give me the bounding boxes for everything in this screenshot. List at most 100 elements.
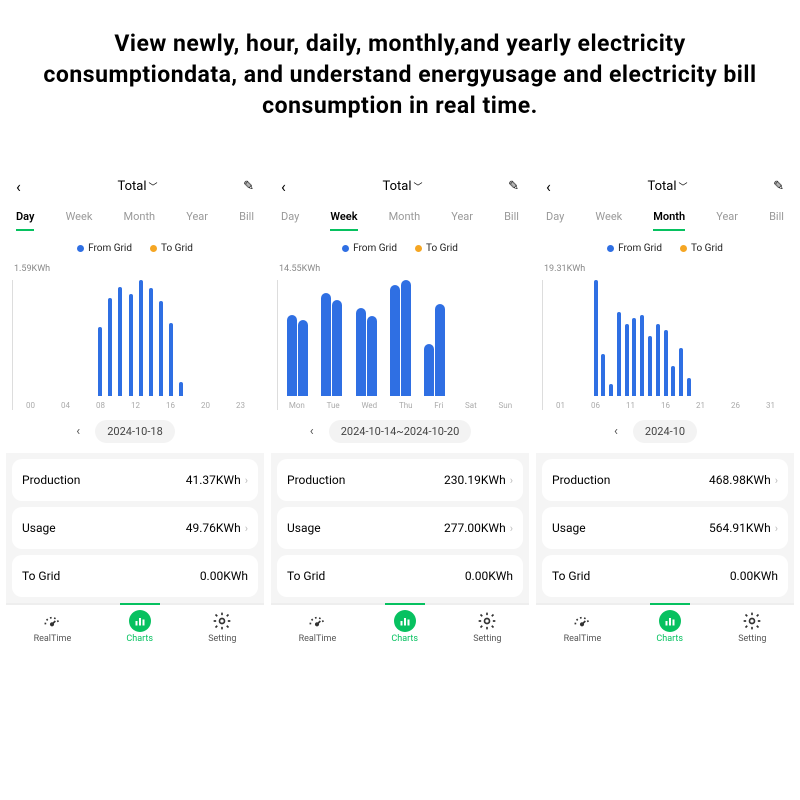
bar — [594, 280, 598, 396]
bar — [656, 324, 660, 396]
tab-day[interactable]: Day — [281, 210, 299, 231]
title-text: Total — [118, 179, 147, 194]
nav-charts[interactable]: Charts — [391, 610, 418, 644]
stat-row-to_grid: To Grid0.00KWh› — [542, 555, 788, 597]
date-chip[interactable]: 2024-10-18 — [95, 420, 175, 443]
bar — [664, 330, 668, 396]
back-icon[interactable]: ‹ — [16, 177, 32, 196]
bar — [401, 280, 411, 396]
stat-value: 41.37KWh — [186, 473, 241, 487]
tab-month[interactable]: Month — [389, 210, 421, 231]
title-dropdown[interactable]: Total﹀ — [118, 179, 158, 194]
tab-year[interactable]: Year — [451, 210, 473, 231]
bar — [149, 288, 153, 396]
stat-value: 564.91KWh — [709, 521, 771, 535]
bar — [356, 308, 366, 396]
tab-day[interactable]: Day — [16, 210, 34, 231]
chart-icon — [394, 610, 416, 632]
stat-row-usage[interactable]: Usage49.76KWh› — [12, 507, 258, 549]
bar — [118, 287, 122, 396]
tab-week[interactable]: Week — [66, 210, 93, 231]
stat-value: 49.76KWh — [186, 521, 241, 535]
nav-charts[interactable]: Charts — [126, 610, 153, 644]
x-tick: 04 — [61, 401, 70, 410]
bar-chart: 00040812162023 — [12, 280, 258, 410]
tab-week[interactable]: Week — [595, 210, 622, 231]
x-tick: 20 — [201, 401, 210, 410]
tab-week[interactable]: Week — [330, 210, 357, 231]
x-tick: 08 — [96, 401, 105, 410]
y-max-label: 19.31KWh — [536, 260, 794, 274]
tab-bill[interactable]: Bill — [504, 210, 519, 231]
stat-row-production[interactable]: Production41.37KWh› — [12, 459, 258, 501]
prev-date-button[interactable]: ‹ — [609, 424, 623, 439]
nav-label: Charts — [656, 634, 683, 644]
tab-day[interactable]: Day — [546, 210, 564, 231]
nav-realtime[interactable]: RealTime — [564, 610, 602, 644]
nav-charts[interactable]: Charts — [656, 610, 683, 644]
x-tick: 00 — [26, 401, 35, 410]
nav-setting[interactable]: Setting — [738, 610, 766, 644]
x-tick: Fri — [434, 401, 443, 410]
date-chip[interactable]: 2024-10 — [633, 420, 697, 443]
prev-date-button[interactable]: ‹ — [305, 424, 319, 439]
stat-value: 0.00KWh — [465, 569, 513, 583]
bar — [332, 300, 342, 396]
tab-month[interactable]: Month — [124, 210, 156, 231]
back-icon[interactable]: ‹ — [281, 177, 297, 196]
date-chip[interactable]: 2024-10-14~2024-10-20 — [329, 420, 472, 443]
period-tabs: Day Week Month Year Bill — [536, 200, 794, 233]
gauge-icon — [41, 610, 63, 632]
edit-icon[interactable]: ✎ — [243, 179, 254, 194]
bar — [625, 324, 629, 396]
bar — [287, 315, 297, 396]
edit-icon[interactable]: ✎ — [508, 179, 519, 194]
date-navigator: ‹2024-10› — [536, 410, 794, 453]
tab-year[interactable]: Year — [716, 210, 738, 231]
tab-year[interactable]: Year — [186, 210, 208, 231]
edit-icon[interactable]: ✎ — [773, 179, 784, 194]
bar — [321, 293, 331, 397]
x-tick: 31 — [766, 401, 775, 410]
back-icon[interactable]: ‹ — [546, 177, 562, 196]
bar — [129, 294, 133, 396]
stat-row-usage[interactable]: Usage564.91KWh› — [542, 507, 788, 549]
nav-realtime[interactable]: RealTime — [299, 610, 337, 644]
tab-bill[interactable]: Bill — [239, 210, 254, 231]
title-dropdown[interactable]: Total﹀ — [383, 179, 423, 194]
stat-row-usage[interactable]: Usage277.00KWh› — [277, 507, 523, 549]
bar — [98, 327, 102, 396]
x-tick: 26 — [731, 401, 740, 410]
title-text: Total — [648, 179, 677, 194]
x-tick: 16 — [166, 401, 175, 410]
period-tabs: Day Week Month Year Bill — [271, 200, 529, 233]
x-tick: Tue — [327, 401, 340, 410]
stat-row-production[interactable]: Production230.19KWh› — [277, 459, 523, 501]
panel-day: ‹ Total﹀ ✎ Day Week Month Year Bill From GridTo … — [6, 171, 264, 647]
nav-setting[interactable]: Setting — [208, 610, 236, 644]
nav-setting[interactable]: Setting — [473, 610, 501, 644]
stat-label: Usage — [552, 521, 586, 535]
bar — [679, 348, 683, 396]
tab-bill[interactable]: Bill — [769, 210, 784, 231]
x-tick: Sun — [499, 401, 513, 410]
nav-label: Setting — [473, 634, 501, 644]
y-max-label: 1.59KWh — [6, 260, 264, 274]
tab-month[interactable]: Month — [653, 210, 685, 231]
prev-date-button[interactable]: ‹ — [71, 424, 85, 439]
nav-label: Charts — [391, 634, 418, 644]
chevron-right-icon: › — [510, 522, 513, 535]
stat-label: Production — [22, 473, 80, 487]
bar — [169, 323, 173, 396]
date-navigator: ‹2024-10-14~2024-10-20› — [271, 410, 529, 453]
chart-legend: From GridTo Grid — [271, 233, 529, 260]
nav-realtime[interactable]: RealTime — [34, 610, 72, 644]
gauge-icon — [306, 610, 328, 632]
gear-icon — [211, 610, 233, 632]
chart-legend: From GridTo Grid — [6, 233, 264, 260]
title-dropdown[interactable]: Total﹀ — [648, 179, 688, 194]
stat-label: Production — [287, 473, 345, 487]
bar — [617, 312, 621, 396]
chart-icon — [659, 610, 681, 632]
stat-row-production[interactable]: Production468.98KWh› — [542, 459, 788, 501]
